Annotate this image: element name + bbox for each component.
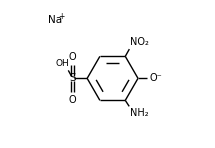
Text: +: + (58, 12, 65, 21)
Text: OH: OH (56, 59, 70, 68)
Text: O⁻: O⁻ (150, 73, 162, 83)
Text: NH₂: NH₂ (130, 108, 149, 118)
Text: O: O (69, 95, 77, 105)
Text: O: O (69, 52, 77, 62)
Text: S: S (69, 73, 76, 83)
Text: NO₂: NO₂ (130, 37, 149, 47)
Text: Na: Na (48, 15, 62, 25)
